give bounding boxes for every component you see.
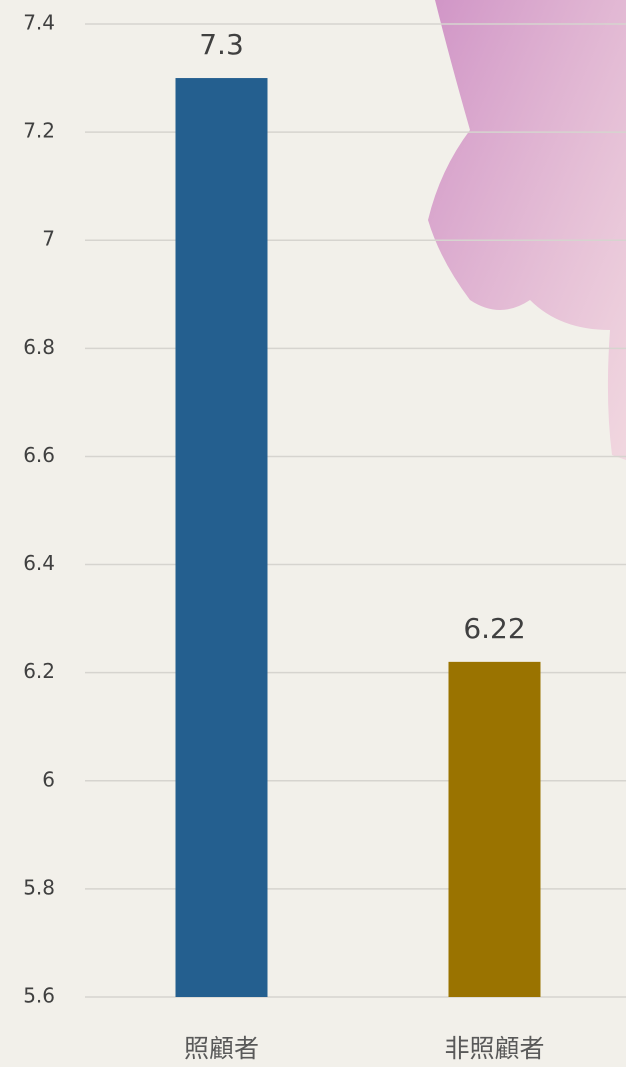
y-tick-label: 7.4 <box>23 11 55 35</box>
background-decoration <box>428 0 626 460</box>
value-label: 7.3 <box>199 28 244 61</box>
value-label: 6.22 <box>463 612 525 645</box>
page: {"chart_data": {"type": "bar", "categori… <box>0 0 626 1067</box>
bar <box>176 78 268 997</box>
y-tick-label: 7 <box>42 227 55 251</box>
x-tick-label: 照顧者 <box>184 1034 259 1063</box>
bar <box>449 662 541 997</box>
y-tick-label: 7.2 <box>23 119 55 143</box>
y-tick-label: 6.6 <box>23 443 55 467</box>
y-tick-label: 6 <box>42 767 55 791</box>
chart: 5.6 5.8 6 6.2 6.4 6.6 6.8 7 7.2 7.4 照顧者 7.3 非照顧者 6.22 <box>0 0 626 1067</box>
y-tick-label: 6.8 <box>23 335 55 359</box>
x-tick-label: 非照顧者 <box>444 1034 544 1063</box>
y-tick-label: 5.8 <box>23 875 55 899</box>
y-tick-label: 5.6 <box>23 984 55 1008</box>
y-tick-label: 6.4 <box>23 551 55 575</box>
y-tick-label: 6.2 <box>23 659 55 683</box>
